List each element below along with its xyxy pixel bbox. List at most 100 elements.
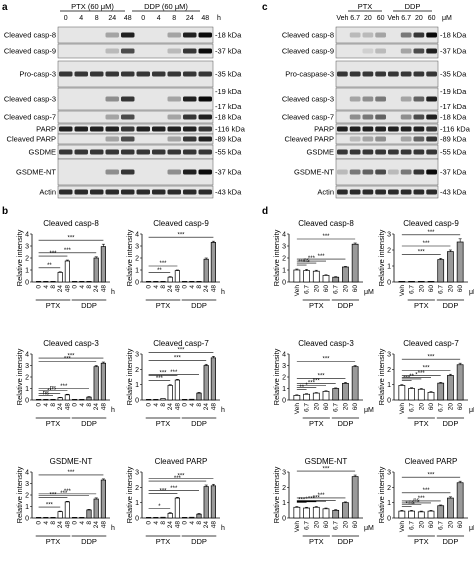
x-tick-label: 48	[64, 521, 71, 529]
sig-label: ***	[67, 353, 75, 359]
blot-band	[400, 126, 412, 132]
blot-band	[136, 71, 150, 77]
x-tick-label: 48	[210, 285, 217, 293]
blot-band	[167, 96, 181, 102]
x-unit-label: h	[221, 289, 225, 296]
y-tick-label: 2	[135, 367, 139, 374]
x-tick-label: 6.7	[409, 521, 416, 530]
sig-label: *	[158, 504, 161, 510]
blot-lane-label: 20	[415, 15, 423, 22]
group-label: PTX	[309, 419, 324, 428]
x-tick-label: 0	[72, 403, 79, 407]
bar	[167, 276, 173, 283]
bar	[312, 392, 320, 401]
blot-band	[337, 149, 348, 155]
x-tick-label: 24	[167, 403, 174, 411]
x-tick-label: 6.7	[304, 285, 311, 294]
blot-row-label: Cleaved casp-8	[282, 31, 334, 40]
blot-row-label: Pro-casp-3	[19, 70, 56, 79]
y-tick-label: 3	[25, 481, 29, 488]
blot-band	[183, 71, 197, 77]
blot-band	[105, 126, 119, 132]
x-tick-label: 20	[313, 521, 320, 529]
sig-label: ***	[322, 466, 330, 472]
blot-band	[413, 114, 425, 120]
blot-band	[400, 149, 412, 155]
y-tick-label: 2	[282, 256, 286, 263]
blot-kda-label: -55 kDa	[440, 148, 467, 157]
blot-strip	[335, 185, 439, 199]
blot-band	[413, 136, 425, 142]
blot-row-label: PARP	[36, 125, 56, 134]
blot-band	[152, 189, 166, 195]
x-tick-label: 4	[79, 521, 86, 525]
blot-band	[121, 189, 135, 195]
bar	[398, 281, 406, 283]
sig-label: ***	[67, 235, 75, 241]
blot-band	[349, 169, 361, 175]
x-tick-label: 0	[36, 521, 43, 525]
x-tick-label: 4	[43, 521, 50, 525]
x-tick-label: 48	[174, 285, 181, 293]
x-tick-label: 20	[447, 285, 454, 293]
x-tick-label: 4	[79, 285, 86, 289]
y-tick-label: 0	[387, 398, 391, 405]
x-tick-label: 48	[100, 403, 107, 411]
bar	[427, 391, 435, 401]
y-tick-label: 1	[387, 382, 391, 389]
y-tick-label: 0	[282, 280, 286, 287]
blot-row-label: Pro-caspase-3	[285, 70, 334, 79]
blot-group-label: PTX	[358, 2, 373, 11]
chart-title: Cleaved casp-7	[153, 339, 209, 348]
x-tick-label: 8	[86, 521, 93, 525]
y-axis-label: Relative intensity	[15, 229, 24, 286]
x-tick-label: 4	[79, 403, 86, 407]
blot-band	[413, 48, 425, 54]
x-unit-label: μM	[469, 289, 474, 296]
blot-lane-label: 0	[141, 15, 145, 22]
blot-band	[426, 48, 437, 54]
sig-label: ***	[170, 486, 178, 492]
y-axis-label: Relative intensity	[125, 466, 134, 523]
x-tick-label: 8	[50, 521, 57, 525]
blot-lane-label: 4	[79, 15, 83, 22]
y-tick-label: 1	[25, 386, 29, 393]
x-tick-label: 48	[64, 403, 71, 411]
blot-lane-unit: μM	[442, 15, 452, 22]
blot-kda-label: -18 kDa	[215, 113, 242, 122]
bar	[427, 510, 435, 519]
blot-strip	[57, 87, 214, 111]
y-tick-label: 0	[25, 398, 29, 405]
x-tick-label: 20	[342, 403, 349, 411]
bar	[100, 362, 106, 401]
group-label: DDP	[443, 419, 459, 428]
x-tick-label: Veh	[399, 403, 406, 415]
blot-band	[136, 126, 150, 132]
x-tick-label: 60	[428, 403, 435, 411]
blot-band	[198, 96, 212, 102]
x-tick-label: 0	[72, 521, 79, 525]
x-tick-label: 8	[196, 521, 203, 525]
bar	[203, 258, 209, 283]
y-tick-label: 0	[135, 398, 139, 405]
sig-label: ***	[322, 357, 330, 363]
blot-band	[426, 71, 437, 77]
bar	[86, 509, 92, 519]
sig-label: ***	[318, 254, 326, 260]
x-tick-label: 8	[86, 285, 93, 289]
x-unit-label: h	[221, 407, 225, 414]
blot-band	[198, 48, 212, 54]
blot-kda-label: -89 kDa	[215, 135, 242, 144]
sig-label: ***	[427, 354, 435, 360]
x-tick-label: 4	[153, 285, 160, 289]
x-unit-label: μM	[469, 525, 474, 532]
x-tick-label: 0	[146, 521, 153, 525]
y-tick-label: 2	[25, 493, 29, 500]
blot-band	[426, 169, 437, 175]
group-label: PTX	[46, 301, 61, 310]
sig-label: ***	[170, 370, 178, 376]
x-tick-label: 48	[100, 521, 107, 529]
